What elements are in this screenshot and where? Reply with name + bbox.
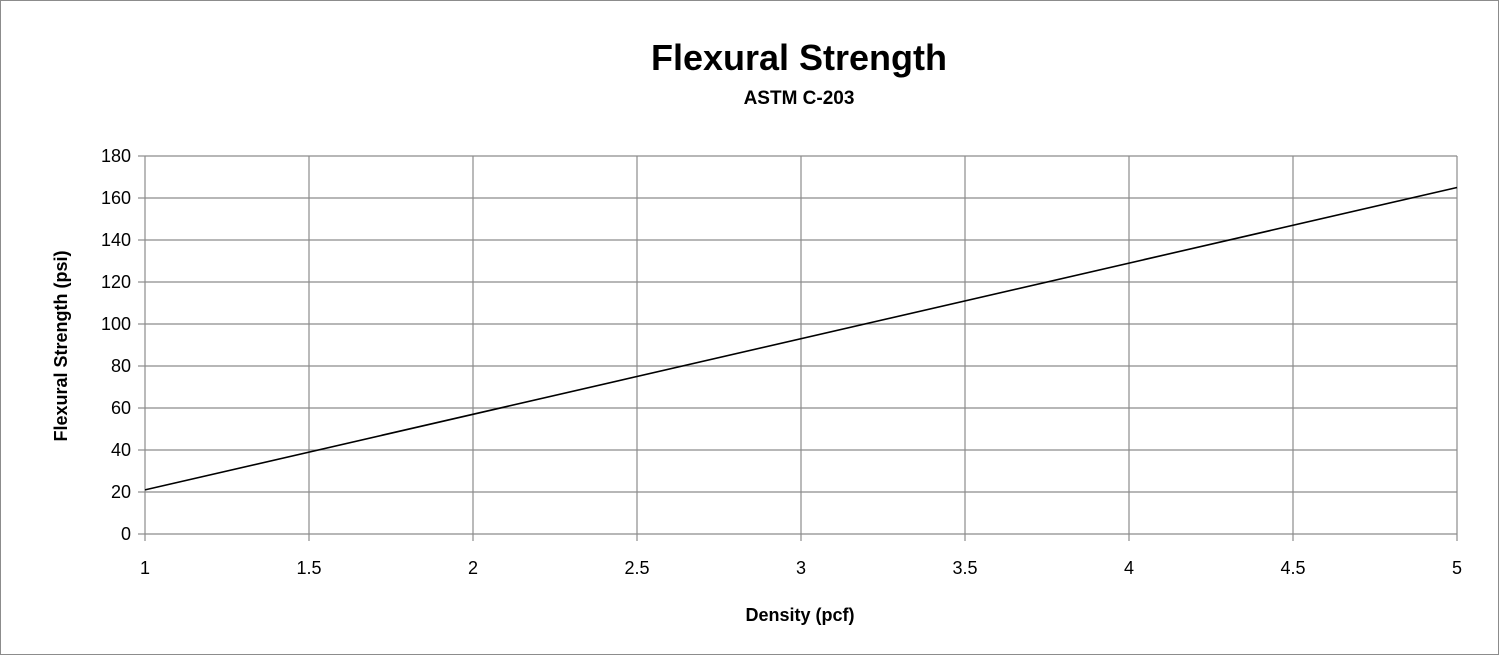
chart-subtitle: ASTM C-203 [744, 88, 855, 109]
x-tick-label: 2 [468, 558, 478, 578]
y-axis-label: Flexural Strength (psi) [51, 250, 71, 441]
x-tick-label: 3 [796, 558, 806, 578]
x-tick-label: 1 [140, 558, 150, 578]
y-tick-label: 40 [111, 440, 131, 460]
ticks-layer: 0 20 40 60 80 100 120 140 160 180 1 1.5 2 2.5 3 3.5 4 4.5… [101, 146, 1462, 578]
x-tick-label: 2.5 [624, 558, 649, 578]
y-tick-label: 60 [111, 398, 131, 418]
chart-title: Flexural Strength [651, 37, 947, 78]
y-tick-label: 100 [101, 314, 131, 334]
y-tick-label: 0 [121, 524, 131, 544]
series-layer [144, 186, 1458, 491]
x-tick-label: 3.5 [952, 558, 977, 578]
x-tick-label: 1.5 [296, 558, 321, 578]
y-tick-label: 160 [101, 188, 131, 208]
x-tick-label: 4 [1124, 558, 1134, 578]
y-tick-label: 120 [101, 272, 131, 292]
y-tick-label: 140 [101, 230, 131, 250]
y-tick-label: 180 [101, 146, 131, 166]
grid-layer [138, 155, 1458, 541]
y-tick-label: 80 [111, 356, 131, 376]
series-line-1 [144, 186, 1458, 491]
x-axis-label: Density (pcf) [745, 605, 854, 625]
x-tick-label: 4.5 [1280, 558, 1305, 578]
y-tick-label: 20 [111, 482, 131, 502]
x-tick-label: 5 [1452, 558, 1462, 578]
